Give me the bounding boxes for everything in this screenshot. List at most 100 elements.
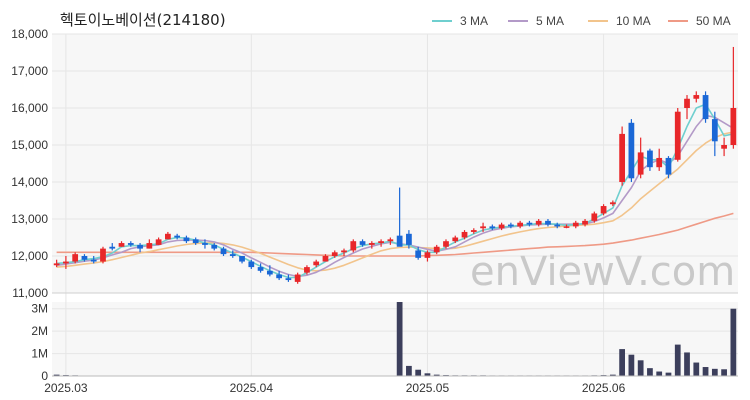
candle-body [387, 239, 394, 242]
date-tick-label: 2025.04 [230, 381, 274, 395]
candle-body [211, 244, 218, 249]
candle-body [341, 250, 347, 253]
candle-body [711, 119, 718, 142]
volume-bar [647, 368, 653, 376]
price-tick-label: 16,000 [11, 101, 48, 115]
candle-body [684, 98, 690, 108]
price-tick-label: 18,000 [11, 27, 48, 41]
volume-bar [53, 374, 60, 376]
candle-body [63, 261, 69, 264]
volume-bar [424, 373, 431, 376]
watermark: enViewV.com [470, 249, 735, 295]
candle-body [322, 256, 329, 262]
candle-body [396, 235, 403, 247]
ma10-line [56, 131, 734, 272]
candle-body [285, 278, 292, 281]
candle-body [619, 133, 625, 182]
candle-body [656, 157, 663, 168]
date-tick-label: 2025.05 [406, 381, 450, 395]
volume-bar [730, 308, 737, 376]
candle-body [452, 237, 459, 242]
candle-body [313, 261, 320, 266]
candle-body [628, 122, 635, 179]
legend-label: 3 MA [460, 14, 488, 28]
volume-tick-label: 0 [41, 369, 48, 383]
date-tick-label: 2025.03 [44, 381, 88, 395]
candle-body [118, 243, 125, 247]
price-tick-label: 12,000 [11, 249, 48, 263]
candle-body [415, 250, 422, 258]
candle-body [665, 157, 672, 175]
candle-body [480, 226, 486, 229]
candle-body [461, 231, 468, 238]
candle-body [229, 254, 236, 256]
candle-body [535, 220, 542, 225]
candle-body [266, 270, 273, 275]
volume-bar [684, 352, 690, 376]
candle-body [591, 213, 598, 221]
candle-body [90, 259, 97, 262]
candle-body [647, 150, 653, 168]
candle-body [378, 241, 384, 244]
candle-body [109, 246, 116, 249]
candle-body [155, 239, 162, 245]
candle-body [721, 145, 727, 149]
candle-body [202, 243, 208, 245]
candle-body [72, 254, 79, 262]
candle-body [470, 230, 477, 232]
candle-body [276, 274, 282, 279]
candle-body [248, 261, 255, 268]
date-axis-ticks: 2025.03 2025.04 2025.05 2025.06 [44, 381, 625, 395]
legend-label: 5 MA [536, 14, 564, 28]
candle-body [350, 241, 357, 251]
volume-tick-label: 2M [31, 324, 48, 338]
candle-body [239, 256, 245, 262]
volume-axis-ticks: 0 1M 2M 3M [31, 302, 48, 383]
candle-body [517, 222, 524, 227]
candle-body [554, 224, 561, 227]
candle-body [127, 243, 134, 245]
candle-body [165, 233, 171, 240]
candle-body [674, 111, 681, 160]
candle-body [433, 246, 440, 253]
candle-body [702, 95, 709, 120]
candle-body [693, 95, 700, 99]
candle-body [174, 235, 181, 238]
legend: 3 MA 5 MA 10 MA 50 MA [432, 14, 731, 28]
volume-bar [693, 362, 700, 376]
price-tick-label: 17,000 [11, 64, 48, 78]
volume-bar [619, 349, 625, 376]
candle-body [489, 226, 496, 229]
candle-body [304, 267, 310, 273]
volume-bar [721, 369, 727, 376]
candle-body [600, 206, 607, 214]
candle-body [582, 220, 588, 225]
candlestick-series [53, 46, 737, 284]
candle-body [257, 267, 264, 271]
volume-tick-label: 3M [31, 302, 48, 316]
candle-body [137, 244, 143, 249]
candle-body [406, 233, 412, 245]
volume-bar [628, 354, 635, 376]
candle-body [572, 222, 579, 227]
candle-body [443, 241, 449, 247]
volume-bar [702, 367, 709, 376]
volume-bar [433, 374, 440, 376]
chart-title: 헥토이노베이션(214180) [60, 11, 226, 29]
candle-body [192, 239, 199, 244]
candle-body [294, 274, 301, 282]
legend-label: 50 MA [696, 14, 731, 28]
candle-body [81, 256, 88, 260]
volume-bar [674, 344, 681, 376]
candle-body [220, 248, 227, 255]
date-tick-label: 2025.06 [582, 381, 626, 395]
candle-body [368, 243, 375, 245]
candle-body [526, 222, 533, 225]
price-tick-label: 13,000 [11, 212, 48, 226]
volume-bar [656, 371, 663, 376]
price-tick-label: 11,000 [12, 286, 48, 300]
price-tick-label: 15,000 [11, 138, 48, 152]
volume-tick-label: 1M [31, 347, 48, 361]
candle-body [146, 243, 153, 249]
candle-body [53, 263, 60, 266]
